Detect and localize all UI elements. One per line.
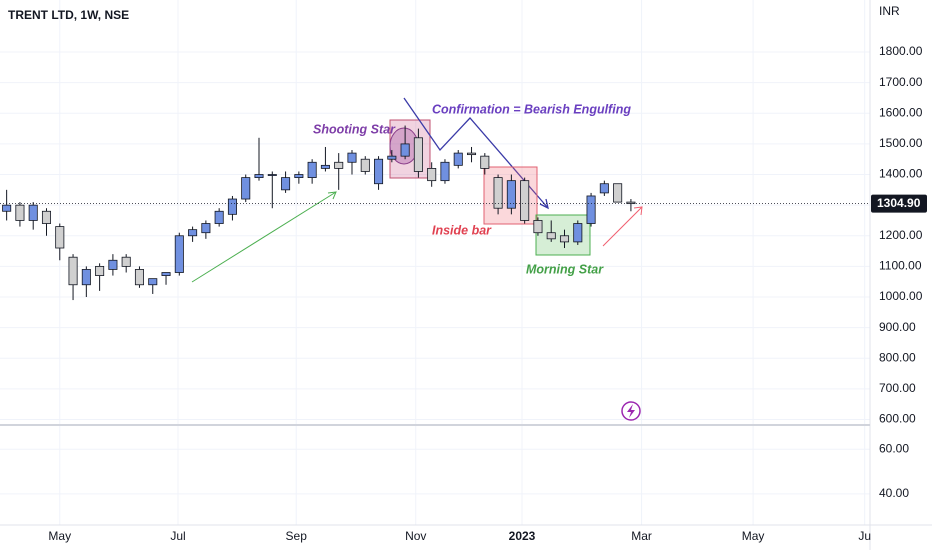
x-tick-label: Sep <box>286 529 308 543</box>
candle-body <box>427 168 437 182</box>
y-tick-label: 800.00 <box>879 350 916 364</box>
candle-body <box>241 177 251 200</box>
x-tick-label: 2023 <box>509 529 536 543</box>
candle-body <box>161 272 171 276</box>
candle-body <box>320 164 330 169</box>
currency-label: INR <box>879 4 900 18</box>
x-tick-label: May <box>742 529 765 543</box>
candle-body <box>387 155 397 160</box>
annotation: Morning Star <box>526 262 604 276</box>
candle-body <box>586 195 596 224</box>
y-tick-label: 600.00 <box>879 412 916 426</box>
arrow-head <box>327 191 337 200</box>
candle-body <box>134 269 144 286</box>
candle-body <box>294 174 304 178</box>
candle-body <box>440 161 450 182</box>
candle-body <box>307 161 317 178</box>
alert-icon[interactable] <box>621 401 641 421</box>
y-tick-label: 60.00 <box>879 441 909 455</box>
trend-arrow <box>602 206 643 247</box>
last-price-tag <box>871 194 927 213</box>
candle-body <box>267 174 277 176</box>
candle-body <box>573 223 583 243</box>
candle-body <box>360 158 370 172</box>
candle-body <box>174 235 184 273</box>
y-tick-label: 700.00 <box>879 381 916 395</box>
candle-body <box>453 152 463 166</box>
y-tick-label: 1600.00 <box>879 105 923 119</box>
annotation: Confirmation = Bearish Engulfing <box>432 102 631 116</box>
candle-body <box>2 204 12 212</box>
candle-body <box>506 180 516 209</box>
candle-body <box>55 226 65 249</box>
y-tick-label: 1400.00 <box>879 167 923 181</box>
y-tick-label: 1100.00 <box>879 259 922 273</box>
arrow-head <box>539 198 549 210</box>
candle-body <box>559 235 570 243</box>
candle-body <box>201 223 211 234</box>
candle-body <box>108 259 118 270</box>
y-tick-label: 900.00 <box>879 320 916 334</box>
candles <box>2 125 636 301</box>
candle-body <box>400 143 410 157</box>
candle-body <box>188 229 198 237</box>
y-tick-label: 1500.00 <box>879 136 923 150</box>
y-tick-label: 40.00 <box>879 486 909 500</box>
alert-icon-bolt <box>627 404 635 418</box>
candle-body <box>254 174 264 178</box>
x-tick-label: May <box>48 529 71 543</box>
x-tick-label: Mar <box>631 529 652 543</box>
x-tick-label: Jul <box>170 529 185 543</box>
candle-body <box>480 155 490 169</box>
y-tick-label: 1200.00 <box>879 228 923 242</box>
candle-body <box>493 177 503 209</box>
candle-body <box>520 180 530 221</box>
last-price-label: 1304.90 <box>877 196 921 210</box>
candle-body <box>214 210 224 224</box>
trend-arrow <box>191 191 337 283</box>
candle-body <box>95 265 105 276</box>
candle-body <box>546 232 556 240</box>
candle-body <box>81 269 91 286</box>
candle-body <box>121 256 131 267</box>
candle-body <box>533 220 543 234</box>
annotation: Shooting Star <box>313 122 396 136</box>
candle-body <box>148 278 158 286</box>
candle-body <box>227 198 237 215</box>
candle-body <box>613 183 623 203</box>
y-tick-label: 1700.00 <box>879 75 923 89</box>
y-tick-label: 1000.00 <box>879 289 923 303</box>
zigzag-arrow <box>403 97 549 209</box>
y-tick-label: 1800.00 <box>879 44 923 58</box>
annotation: Inside bar <box>432 223 492 237</box>
candle-body <box>413 137 423 172</box>
candle-body <box>334 161 344 169</box>
candle-body <box>68 256 78 286</box>
candle-body <box>281 177 291 191</box>
candle-body <box>15 204 25 221</box>
candle-body <box>347 152 357 163</box>
candle-body <box>374 158 384 185</box>
x-tick-label: Ju <box>858 529 871 543</box>
x-tick-label: Nov <box>405 529 426 543</box>
chart-title: TRENT LTD, 1W, NSE <box>8 8 129 22</box>
candle-body <box>41 210 52 224</box>
candle-body <box>467 152 477 156</box>
candle-body <box>599 183 609 194</box>
arrow-head <box>633 206 643 216</box>
candle-body <box>28 204 38 221</box>
